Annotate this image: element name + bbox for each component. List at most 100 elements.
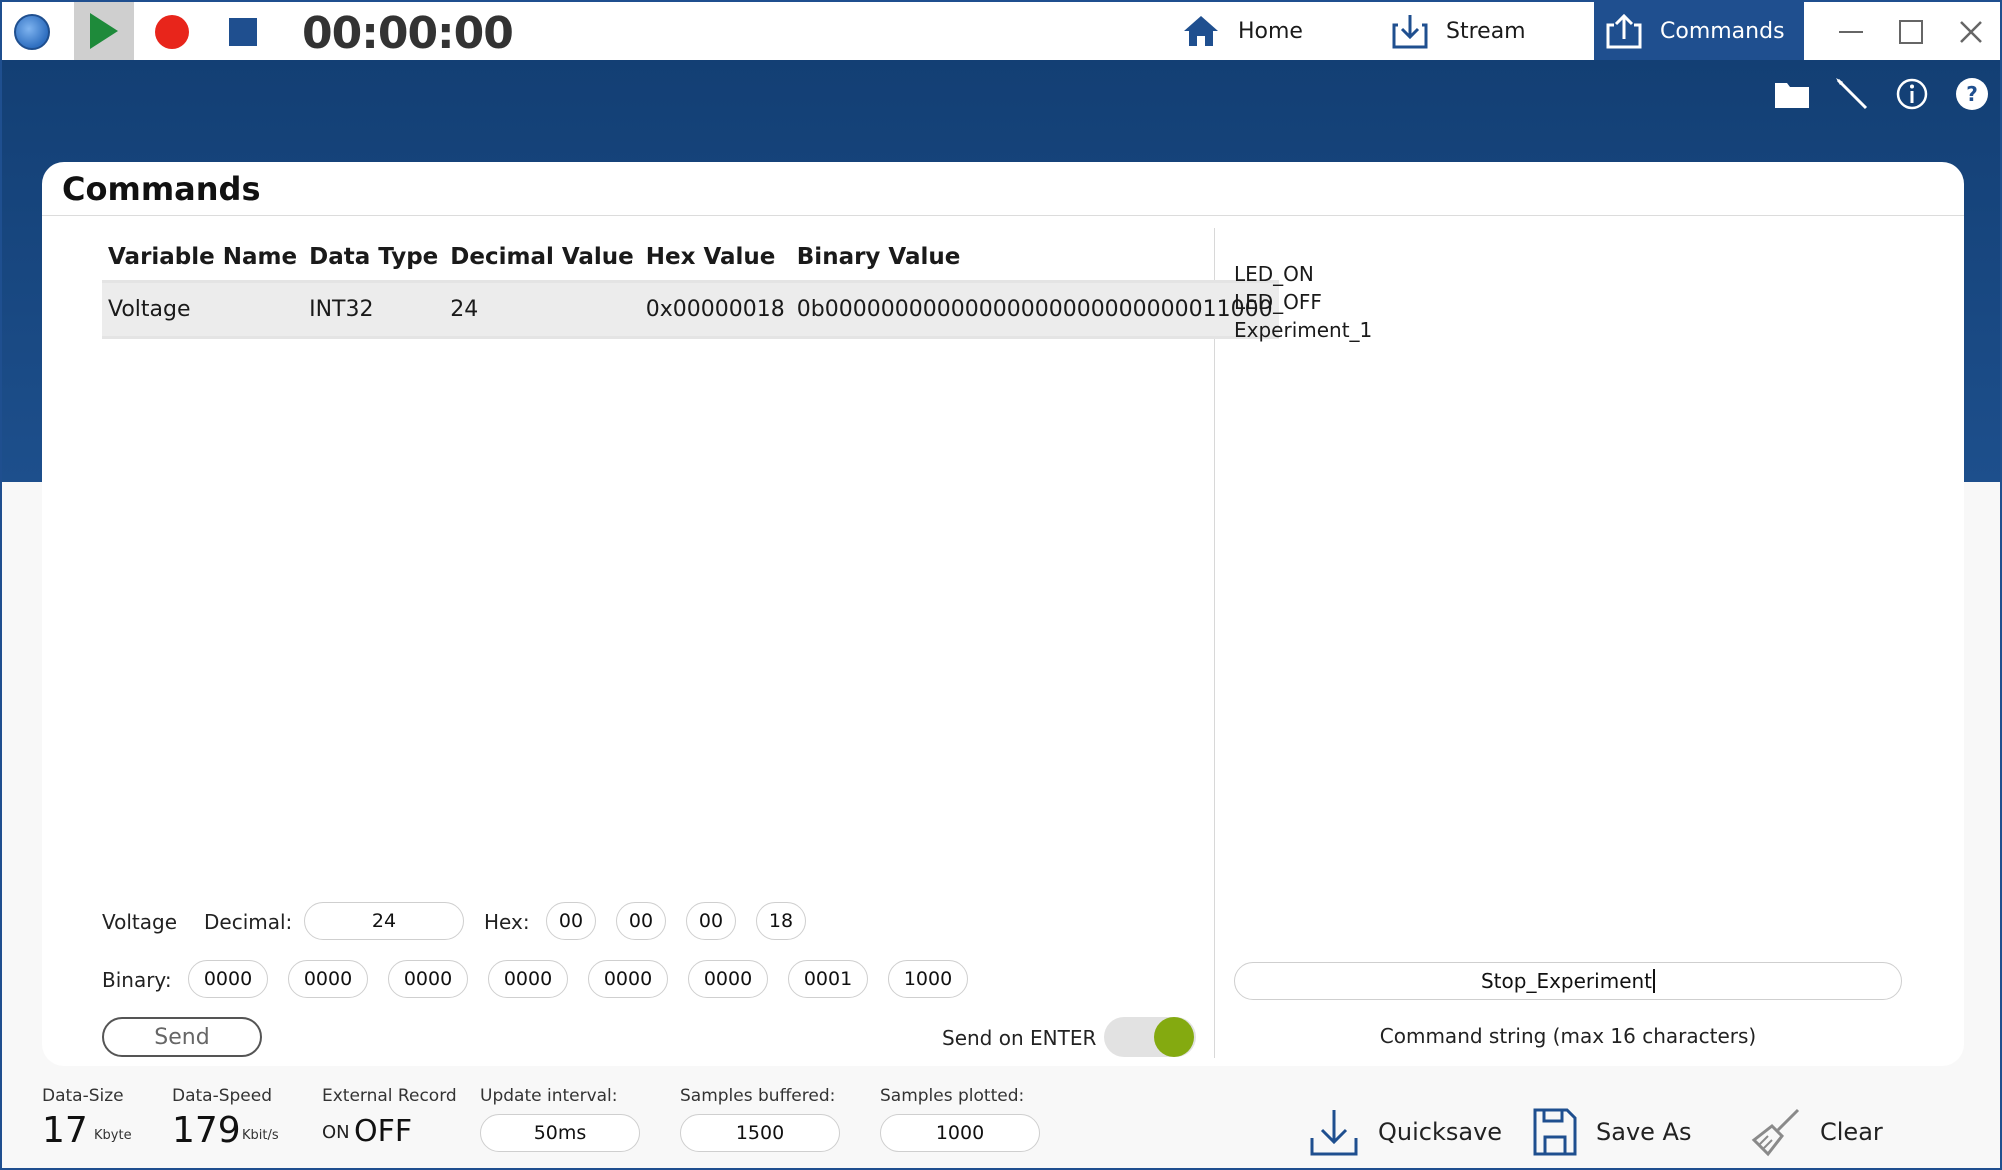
tab-commands[interactable]: Commands: [1594, 2, 1804, 60]
binary-nibble-input[interactable]: 0000: [188, 960, 268, 998]
svg-text:?: ?: [1966, 82, 1978, 106]
external-record-label: External Record: [322, 1086, 457, 1106]
send-button[interactable]: Send: [102, 1017, 262, 1057]
samples-plotted-input[interactable]: 1000: [880, 1114, 1040, 1152]
download-icon: [1310, 1110, 1358, 1156]
samples-plotted-label: Samples plotted:: [880, 1086, 1025, 1106]
send-on-enter-label: Send on ENTER: [942, 1026, 1097, 1050]
binary-nibble-input[interactable]: 1000: [888, 960, 968, 998]
data-size-label: Data-Size: [42, 1086, 124, 1106]
folder-icon: [1775, 83, 1809, 108]
stop-button[interactable]: [229, 18, 257, 46]
header-hex-value[interactable]: Hex Value: [639, 234, 791, 283]
binary-label: Binary:: [102, 968, 172, 992]
data-size-value: 17: [42, 1110, 88, 1151]
help-button[interactable]: ?: [1952, 74, 1992, 114]
table-header-row: Variable Name Data Type Decimal Value He…: [102, 234, 1279, 283]
cell-variable-name: Voltage: [102, 281, 304, 339]
external-record-on[interactable]: ON: [322, 1122, 350, 1143]
title-bar: 00:00:00 Home Stream Commands: [2, 2, 2000, 60]
command-list: LED_ON LED_OFF Experiment_1: [1234, 260, 1372, 344]
binary-nibble-input[interactable]: 0000: [688, 960, 768, 998]
save-as-label: Save As: [1596, 1118, 1692, 1146]
update-interval-input[interactable]: 50ms: [480, 1114, 640, 1152]
info-button[interactable]: [1892, 74, 1932, 114]
home-icon: [1184, 16, 1218, 46]
header-binary-value[interactable]: Binary Value: [790, 234, 1279, 283]
list-item[interactable]: Experiment_1: [1234, 318, 1373, 342]
timer-display: 00:00:00: [302, 8, 514, 59]
probe-button[interactable]: [1832, 74, 1872, 114]
binary-nibble-input[interactable]: 0001: [788, 960, 868, 998]
record-button[interactable]: [155, 15, 189, 49]
command-string-value: Stop_Experiment: [1480, 969, 1653, 993]
header-data-type[interactable]: Data Type: [303, 234, 445, 283]
clear-label: Clear: [1820, 1118, 1883, 1146]
play-icon: [90, 13, 118, 49]
binary-nibble-input[interactable]: 0000: [288, 960, 368, 998]
editor-variable-label: Voltage: [102, 910, 178, 934]
floppy-disk-icon: [1533, 1108, 1577, 1156]
page-title: Commands: [62, 170, 261, 208]
tab-home[interactable]: Home: [1182, 2, 1342, 60]
clear-button[interactable]: Clear: [1750, 1104, 1883, 1160]
column-divider: [1214, 228, 1215, 1058]
close-button[interactable]: [1948, 10, 1994, 54]
upload-tray-icon: [1606, 13, 1642, 49]
decimal-input[interactable]: 24: [304, 902, 464, 940]
commands-card: Commands Variable Name Data Type Decimal…: [42, 162, 1964, 1066]
external-record-off[interactable]: OFF: [354, 1114, 413, 1149]
help-icon: ?: [1956, 78, 1988, 110]
table-row[interactable]: Voltage INT32 24 0x00000018 0b0000000000…: [102, 281, 1279, 339]
variables-table: Variable Name Data Type Decimal Value He…: [102, 234, 1279, 339]
decimal-label: Decimal:: [204, 910, 293, 934]
binary-nibble-input[interactable]: 0000: [388, 960, 468, 998]
cell-hex-value: 0x00000018: [639, 281, 791, 339]
minimize-button[interactable]: [1828, 10, 1874, 54]
update-interval-label: Update interval:: [480, 1086, 618, 1106]
close-icon: [1960, 21, 1982, 43]
data-speed-value: 179: [172, 1110, 241, 1151]
tab-home-label: Home: [1238, 18, 1303, 44]
save-as-button[interactable]: Save As: [1532, 1104, 1691, 1160]
send-on-enter-toggle[interactable]: [1104, 1017, 1196, 1057]
cell-data-type: INT32: [303, 281, 445, 339]
quicksave-label: Quicksave: [1378, 1118, 1503, 1146]
command-string-input[interactable]: Stop_Experiment: [1234, 962, 1902, 1000]
status-bar: Data-Size 17 Kbyte Data-Speed 179 Kbit/s…: [2, 1070, 2000, 1168]
list-item[interactable]: LED_ON: [1234, 262, 1314, 286]
app-logo-icon: [14, 14, 50, 50]
cell-binary-value: 0b00000000000000000000000000011000: [790, 281, 1279, 339]
command-string-hint: Command string (max 16 characters): [1379, 1024, 1757, 1048]
hex-byte-input[interactable]: 00: [546, 902, 596, 940]
quicksave-button[interactable]: Quicksave: [1308, 1104, 1502, 1160]
list-item[interactable]: LED_OFF: [1234, 290, 1322, 314]
samples-buffered-label: Samples buffered:: [680, 1086, 836, 1106]
maximize-icon: [1899, 20, 1923, 44]
title-divider: [42, 215, 1964, 216]
data-size-unit: Kbyte: [94, 1128, 132, 1143]
binary-nibble-input[interactable]: 0000: [588, 960, 668, 998]
info-icon: [1896, 78, 1928, 110]
hex-byte-input[interactable]: 00: [616, 902, 666, 940]
hex-label: Hex:: [484, 910, 530, 934]
download-tray-icon: [1392, 15, 1428, 49]
play-button[interactable]: [74, 2, 134, 60]
broom-icon: [1751, 1108, 1800, 1157]
hex-byte-input[interactable]: 18: [756, 902, 806, 940]
folder-button[interactable]: [1772, 74, 1812, 114]
toggle-knob: [1154, 1017, 1194, 1057]
binary-nibble-input[interactable]: 0000: [488, 960, 568, 998]
cell-decimal-value: 24: [444, 281, 640, 339]
data-speed-label: Data-Speed: [172, 1086, 273, 1106]
data-speed-unit: Kbit/s: [242, 1128, 279, 1143]
tab-stream[interactable]: Stream: [1392, 2, 1572, 60]
text-caret: [1653, 969, 1656, 993]
hex-byte-input[interactable]: 00: [686, 902, 736, 940]
tab-stream-label: Stream: [1446, 18, 1526, 44]
header-variable-name[interactable]: Variable Name: [102, 234, 304, 283]
maximize-button[interactable]: [1888, 10, 1934, 54]
header-decimal-value[interactable]: Decimal Value: [444, 234, 640, 283]
samples-buffered-input[interactable]: 1500: [680, 1114, 840, 1152]
